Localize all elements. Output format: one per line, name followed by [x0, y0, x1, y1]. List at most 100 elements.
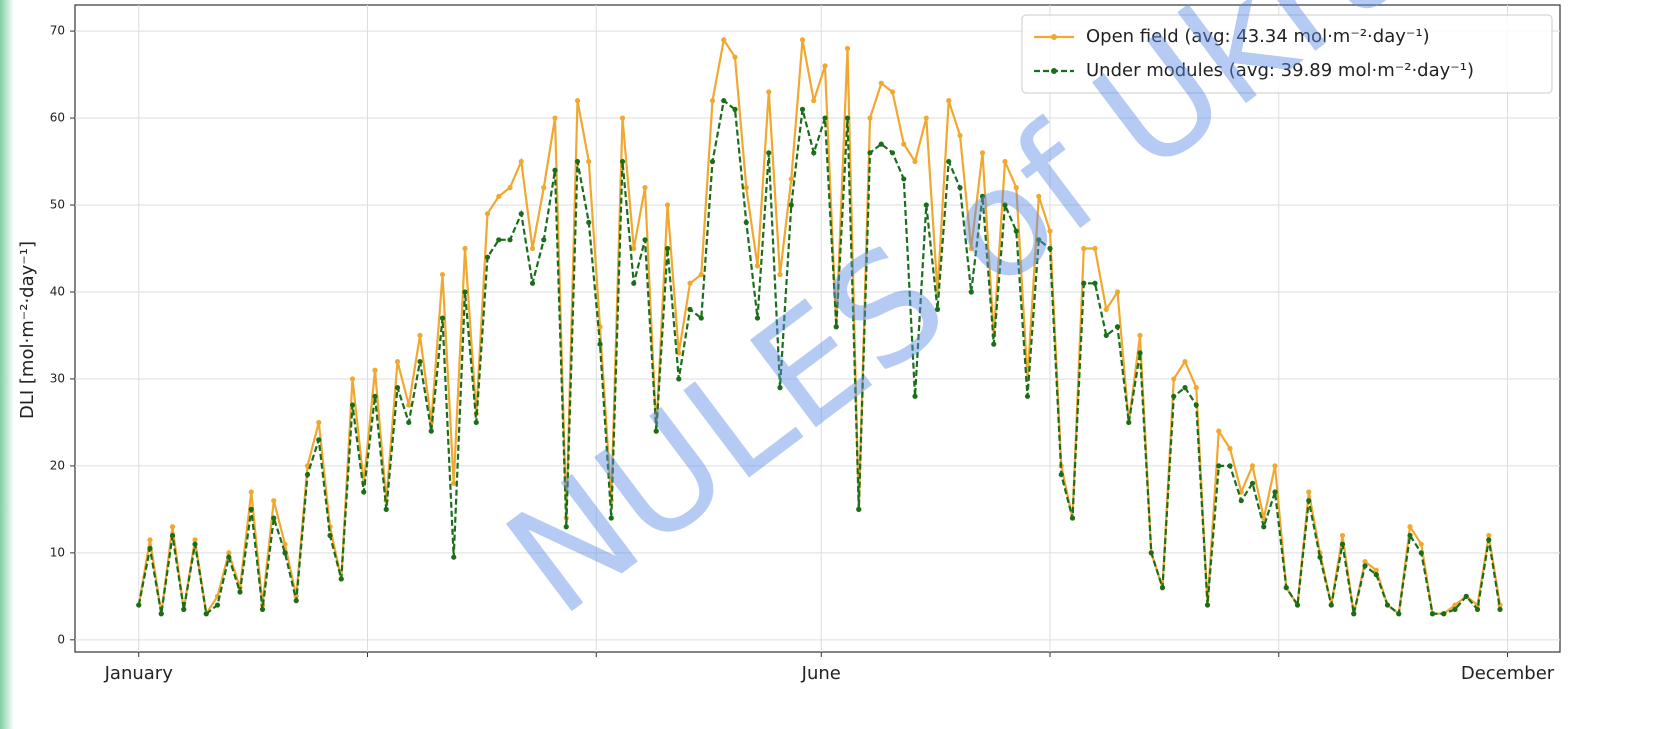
series-point [563, 524, 569, 530]
series-point [1204, 602, 1211, 608]
series-point [394, 385, 401, 391]
series-point [1396, 611, 1402, 617]
series-point [462, 289, 468, 295]
series-point [1171, 376, 1177, 382]
y-tick-label: 40 [50, 284, 65, 298]
series-point [867, 150, 873, 156]
series-point [743, 219, 749, 226]
series-point [1261, 524, 1267, 530]
series-point [338, 576, 344, 582]
series-point [574, 98, 581, 104]
series-point [1317, 554, 1323, 560]
legend-marker [1051, 68, 1057, 74]
series-point [811, 150, 817, 156]
series-point [822, 115, 828, 121]
series-point [799, 106, 806, 112]
series-point [203, 611, 209, 617]
series-point [766, 150, 772, 156]
series-point [1441, 611, 1447, 617]
series-point [822, 63, 828, 69]
series-point [1463, 593, 1469, 599]
series-point [1216, 463, 1222, 469]
series-point [586, 158, 592, 165]
series-point [451, 480, 457, 486]
series-point [687, 306, 693, 312]
series-point [946, 158, 952, 165]
series-point [1126, 419, 1132, 426]
series-point [529, 280, 536, 286]
series-point [619, 115, 626, 121]
series-point [788, 202, 794, 208]
y-tick-label: 20 [50, 458, 65, 472]
series-point [136, 602, 142, 608]
legend-label: Open field (avg: 43.34 mol·m⁻²·day⁻¹) [1086, 26, 1430, 47]
legend-box [1021, 14, 1553, 94]
series-point [1081, 245, 1087, 252]
series-point [1362, 563, 1368, 569]
series-point [451, 554, 457, 560]
series-point [1193, 385, 1199, 391]
y-tick-label: 60 [50, 111, 65, 125]
series-point [181, 606, 187, 612]
series-point [428, 428, 434, 434]
series-point [169, 524, 176, 530]
series-point [1024, 393, 1031, 399]
series-point [192, 541, 198, 547]
series-point [799, 37, 806, 43]
series-point [1407, 532, 1413, 539]
series-point [901, 141, 907, 147]
series-point [1227, 445, 1233, 452]
series-point [316, 437, 322, 443]
series-point [1182, 358, 1188, 365]
series-point [1339, 532, 1346, 539]
series-point [777, 385, 783, 391]
series-point [282, 550, 288, 556]
series-point [552, 167, 558, 173]
series-point [912, 393, 918, 399]
series-point [1069, 515, 1076, 521]
series-point [811, 98, 817, 104]
series-point [271, 515, 277, 521]
series-point [1058, 471, 1064, 478]
series-point [541, 237, 547, 243]
watermark: NULES of Ukrai [477, 0, 1482, 649]
plot-frame [74, 4, 1561, 653]
series-point [1137, 332, 1143, 339]
series-point [732, 54, 738, 60]
series-point [259, 606, 266, 612]
series-point [912, 158, 918, 165]
series-point [1047, 228, 1053, 234]
series-point [518, 211, 524, 217]
series-point [676, 376, 682, 382]
series-point [878, 80, 884, 86]
series-point [934, 306, 941, 312]
series-point [1418, 541, 1424, 547]
series-point [878, 141, 884, 147]
series-point [484, 211, 491, 217]
x-tick-label: January [104, 663, 174, 684]
series-point [923, 202, 929, 208]
series-point [1182, 385, 1188, 391]
series-point [271, 498, 277, 504]
series-point [1036, 237, 1042, 243]
series-point [1306, 498, 1312, 504]
series-point [946, 98, 952, 104]
series-point [293, 598, 299, 604]
series-point [1486, 532, 1492, 539]
series-point [1339, 541, 1346, 547]
series-point [642, 237, 648, 243]
series-point [417, 358, 423, 365]
series-point [1193, 402, 1199, 408]
series-point [1238, 498, 1244, 504]
series-point [664, 245, 671, 252]
series-point [1407, 524, 1413, 530]
series-point [316, 419, 322, 426]
series-point [507, 185, 513, 191]
series-point [766, 89, 772, 95]
y-axis-label: DLI [mol·m⁻²·day⁻¹] [17, 241, 38, 419]
series-point [687, 280, 693, 286]
x-tick-label: June [801, 663, 841, 684]
series-point [1036, 193, 1042, 199]
legend-marker [1051, 34, 1057, 40]
